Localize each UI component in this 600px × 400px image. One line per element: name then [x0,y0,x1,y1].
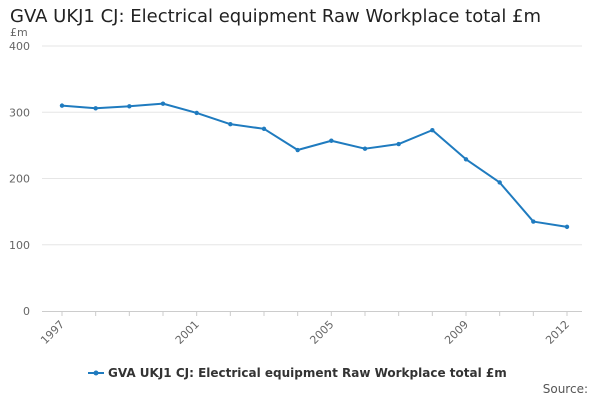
data-point [194,110,199,116]
data-point [261,126,267,132]
x-tick-label: 1997 [38,318,67,347]
data-point [396,141,401,147]
series-layer [59,101,570,230]
y-tick-label: 100 [9,239,30,252]
axes: 0 100 200 300 400£m 1997 2001 2005 2009 2012 [9,26,582,347]
x-tick-label: 2001 [173,318,202,347]
legend: GVA UKJ1 CJ: Electrical equipment Raw Wo… [88,366,507,380]
data-point [59,103,65,108]
source-label: Source: [543,382,588,396]
x-tick-label: 2005 [307,318,336,347]
data-point [463,157,469,162]
y-tick-label: 300 [9,106,30,119]
chart-title: GVA UKJ1 CJ: Electrical equipment Raw Wo… [10,6,542,27]
data-point [160,101,166,106]
data-point [295,147,300,153]
y-axis-unit-label: £m [10,26,28,39]
data-point [93,106,98,111]
series-line [61,102,568,228]
data-point [430,127,435,133]
data-point [531,219,536,224]
data-point [228,121,233,127]
data-point [362,146,368,151]
x-tick-label: 2012 [543,318,572,347]
y-tick-label: 400 [9,40,30,53]
legend-marker [93,370,99,376]
x-tick-label: 2009 [442,318,471,347]
gridlines [42,45,582,246]
data-point [564,224,570,230]
legend-label: GVA UKJ1 CJ: Electrical equipment Raw Wo… [108,366,507,380]
data-point [329,138,334,143]
y-tick-label: 0 [23,305,30,318]
data-point [127,104,132,109]
y-tick-label: 200 [9,173,30,186]
data-point [497,180,502,185]
